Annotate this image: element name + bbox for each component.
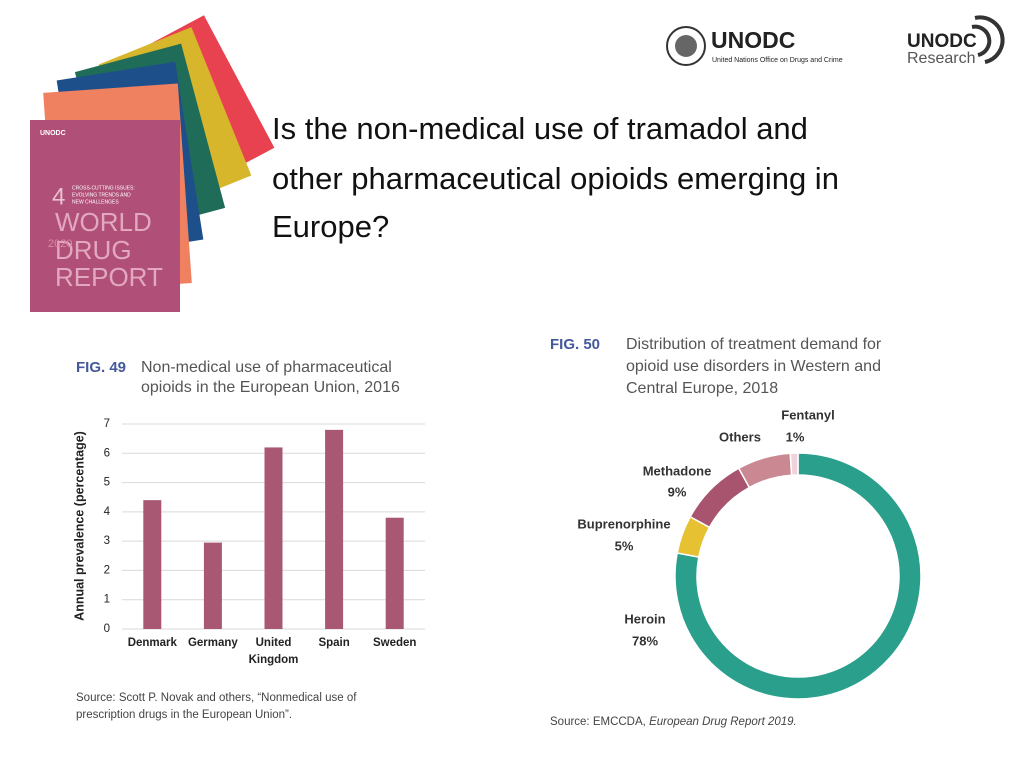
x-tick-label: Germany [188, 637, 238, 649]
donut-slice [674, 452, 922, 700]
logo-arc [974, 15, 1005, 64]
logo-subtext: United Nations Office on Drugs and Crime [712, 57, 843, 64]
source-text: Source: EMCCDA, [550, 716, 649, 728]
slide-title: Europe? [272, 209, 389, 244]
un-emblem [675, 35, 697, 57]
y-axis-label: Annual prevalence (percentage) [72, 431, 86, 621]
cover-brand: UNODC [40, 130, 66, 137]
x-tick-label-line: United [256, 637, 292, 649]
cover [30, 120, 180, 312]
figure-number: FIG. 49 [76, 359, 126, 376]
bar [325, 429, 344, 629]
chart-title: opioids in the European Union, 2016 [141, 379, 400, 396]
source: Source: Scott P. Novak and others, “Nonm… [76, 692, 357, 704]
slice-label: Methadone [643, 463, 712, 478]
cover-year: 2020 [48, 238, 72, 250]
report-covers: UNODC 4 CROSS-CUTTING ISSUES: EVOLVING T… [30, 15, 275, 312]
chart-title: opioid use disorders in Western and [626, 358, 881, 375]
y-tick-label: 6 [104, 447, 110, 459]
cover-number: 4 [52, 183, 65, 210]
value-label: 5% [615, 538, 634, 553]
y-tick-label: 5 [104, 477, 110, 489]
cover-title: REPORT [55, 262, 163, 292]
source: Source: EMCCDA, European Drug Report 201… [550, 716, 797, 728]
bar [385, 517, 404, 629]
y-tick-label: 0 [104, 623, 110, 635]
x-tick-label: Spain [318, 637, 349, 649]
source-title: European Drug Report 2019. [649, 716, 797, 728]
x-tick-label-line: Kingdom [249, 654, 299, 666]
chart-title: Central Europe, 2018 [626, 380, 778, 397]
logo-text: Research [907, 50, 975, 67]
value-label: 1% [786, 429, 805, 444]
slide-title: other pharmaceutical opioids emerging in [272, 161, 839, 196]
chart-title: Distribution of treatment demand for [626, 336, 882, 353]
unodc-logo: UNODC United Nations Office on Drugs and… [666, 26, 843, 66]
value-label: 78% [632, 633, 658, 648]
cover-subtitle: NEW CHALLENGES [72, 199, 119, 205]
y-tick-label: 3 [104, 535, 110, 547]
cover-subtitle: CROSS-CUTTING ISSUES: [72, 185, 135, 191]
value-label: 9% [668, 484, 687, 499]
x-tick-label: Sweden [373, 637, 416, 649]
cover-title: WORLD [55, 207, 152, 237]
slide-title: Is the non-medical use of tramadol and [272, 111, 808, 146]
slice-label: Buprenorphine [577, 516, 670, 531]
logo-arc [971, 24, 992, 57]
donut-slice [789, 452, 799, 476]
figure-number: FIG. 50 [550, 336, 600, 353]
y-tick-label: 1 [104, 594, 110, 606]
slice-label: Fentanyl [781, 407, 834, 422]
y-tick-label: 7 [104, 418, 110, 430]
source: prescription drugs in the European Union… [76, 709, 292, 721]
y-tick-label: 2 [104, 564, 110, 576]
cover-title: DRUG [55, 235, 132, 265]
logo-text: UNODC [711, 27, 795, 53]
x-tick-label: United Kingdom [249, 637, 299, 666]
bar [264, 447, 283, 629]
donut-slice [737, 452, 793, 489]
cover-subtitle: EVOLVING TRENDS AND [72, 192, 131, 198]
research-logo: UNODC Research [907, 15, 1005, 67]
bar [203, 542, 222, 629]
chart-title: Non-medical use of pharmaceutical [141, 359, 392, 376]
logo-text: UNODC [907, 31, 977, 52]
slice-label: Heroin [624, 611, 665, 626]
slice-label: Others [719, 429, 761, 444]
x-tick-label: Denmark [128, 637, 178, 649]
y-tick-label: 4 [104, 506, 111, 518]
bar [143, 500, 162, 629]
